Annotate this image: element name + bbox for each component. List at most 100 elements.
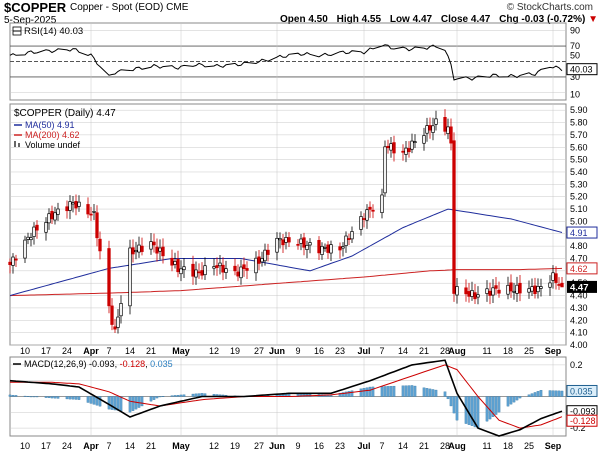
candle-body — [254, 257, 258, 274]
macd-histogram-bar — [365, 387, 369, 397]
high-value: 4.55 — [361, 14, 382, 25]
macd-histogram-bar — [344, 391, 348, 397]
macd-hist-last-label: 0.035 — [570, 386, 593, 396]
macd-histogram-bar — [536, 391, 540, 397]
macd-histogram-bar — [422, 387, 426, 397]
candle-body — [287, 237, 291, 243]
macd-legend-part: MACD(12,26,9) — [24, 359, 87, 369]
macd-histogram-bar — [380, 386, 384, 397]
x-tick-label-bottom: 16 — [314, 441, 324, 451]
candle-body — [260, 258, 264, 263]
volume-legend-icon — [14, 141, 16, 147]
macd-histogram-bar — [512, 396, 516, 403]
price-tick-label: 4.70 — [570, 253, 588, 263]
x-tick-label: Jul — [357, 346, 370, 356]
candle-body — [68, 201, 72, 211]
candle-body — [410, 140, 414, 150]
open-value: 4.50 — [308, 14, 328, 25]
candle-body — [200, 270, 204, 276]
x-tick-label: 9 — [295, 346, 300, 356]
macd-histogram-bar — [473, 396, 477, 428]
macd-histogram-bar — [53, 396, 57, 399]
candle-body — [413, 141, 417, 143]
candle-body — [530, 286, 534, 292]
macd-histogram-bar — [197, 393, 201, 397]
candle-body — [236, 271, 240, 277]
macd-histogram-bar — [401, 385, 405, 397]
macd-histogram-bar — [392, 385, 396, 397]
x-tick-label-bottom: 21 — [419, 441, 429, 451]
candle-body — [44, 222, 48, 233]
price-tick-label: 4.20 — [570, 315, 588, 325]
x-tick-label-bottom: 12 — [209, 441, 219, 451]
rsi-tick-label: 70 — [570, 41, 580, 51]
candle-body — [194, 269, 198, 278]
candle-body — [197, 271, 201, 274]
macd-histogram-bar — [77, 396, 81, 400]
chart-date: 5-Sep-2025 — [4, 15, 57, 26]
macd-histogram-bar — [350, 390, 354, 397]
candle-body — [218, 262, 222, 267]
macd-histogram-bar — [56, 396, 60, 399]
candle-body — [386, 145, 390, 149]
macd-histogram-bar — [548, 390, 552, 397]
macd-histogram-bar — [32, 396, 36, 398]
x-tick-label: Aug — [448, 346, 466, 356]
candle-body — [359, 216, 363, 230]
candle-body — [389, 143, 393, 151]
macd-histogram-bar — [446, 396, 450, 400]
candle-body — [257, 256, 261, 264]
x-tick-label-bottom: 14 — [125, 441, 135, 451]
candle-body — [173, 261, 177, 265]
candle-body — [455, 286, 459, 296]
candle-body — [26, 236, 30, 240]
ma50-last-label: 4.91 — [570, 228, 588, 238]
macd-histogram-bar — [98, 396, 102, 407]
rsi-last-label: 40.03 — [570, 65, 593, 75]
x-tick-label-bottom: 24 — [62, 441, 72, 451]
x-tick-label-bottom: Jun — [269, 441, 285, 451]
macd-histogram-bar — [476, 396, 480, 429]
macd-histogram-bar — [386, 386, 390, 397]
close-label: Close — [440, 14, 469, 25]
candle-body — [488, 290, 492, 296]
price-tick-label: 4.40 — [570, 291, 588, 301]
x-tick-label: Jun — [269, 346, 285, 356]
macd-histogram-bar — [71, 396, 75, 400]
candle-body — [32, 226, 36, 237]
macd-histogram-bar — [539, 390, 543, 397]
rsi-line — [9, 44, 563, 81]
macd-histogram-bar — [35, 396, 39, 398]
candle-body — [23, 239, 27, 259]
x-tick-label: 12 — [209, 346, 219, 356]
candle-body — [35, 224, 39, 231]
x-tick-label: 18 — [503, 346, 513, 356]
macd-histogram-bar — [494, 396, 498, 415]
macd-histogram-bar — [506, 396, 510, 407]
candle-body — [116, 316, 120, 328]
candle-body — [452, 140, 456, 294]
ohlc-readout: Open 4.50 High 4.55 Low 4.47 Close 4.47 … — [280, 14, 598, 25]
rsi-tick-label: 30 — [570, 72, 580, 82]
candle-body — [155, 246, 159, 254]
candle-body — [467, 291, 471, 297]
close-value: 4.47 — [470, 14, 491, 25]
macd-histogram-bar — [515, 396, 519, 401]
candle-body — [224, 268, 228, 273]
price-tick-label: 5.10 — [570, 204, 588, 214]
x-tick-label: Sep — [545, 346, 562, 356]
macd-histogram-bar — [173, 395, 177, 397]
macd-histogram-bar — [554, 390, 558, 397]
macd-tick-label: -0.2 — [570, 423, 586, 433]
macd-histogram-bar — [179, 394, 183, 397]
macd-histogram-bar — [29, 396, 33, 398]
macd-signal-last-label: -0.128 — [570, 416, 596, 426]
rsi-panel: 90 70 30 10 50 40.03 RSI(14) 40.03 — [9, 22, 598, 101]
candle-body — [446, 126, 450, 135]
macd-histogram-bar — [44, 396, 48, 398]
close-last-label: 4.47 — [570, 282, 589, 293]
price-tick-label: 4.10 — [570, 328, 588, 338]
price-tick-label: 4.30 — [570, 303, 588, 313]
macd-legend-part: , — [115, 359, 120, 369]
